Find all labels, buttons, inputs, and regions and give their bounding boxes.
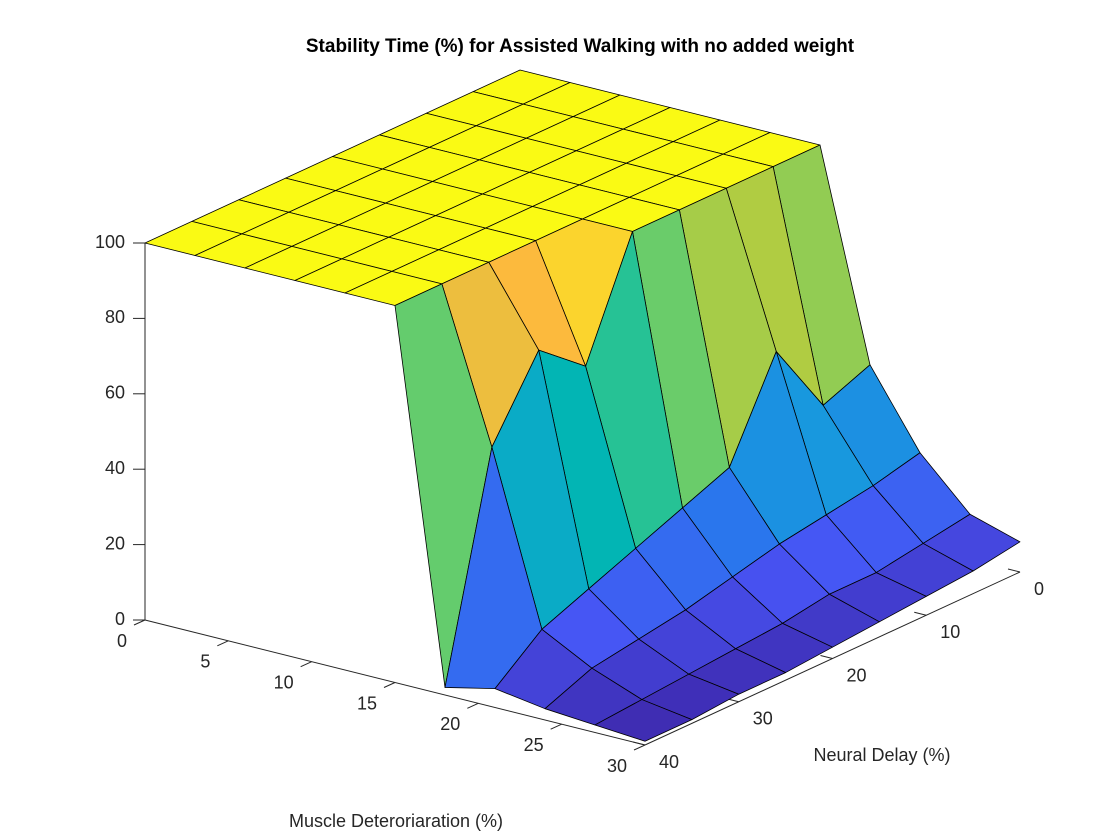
x-tick bbox=[133, 619, 146, 626]
x-tick bbox=[217, 640, 229, 647]
z-tick-label: 60 bbox=[105, 383, 125, 403]
x-tick-label: 15 bbox=[357, 693, 377, 713]
x-axis-label: Muscle Deteroriaration (%) bbox=[289, 811, 503, 831]
y-tick-label: 30 bbox=[753, 709, 773, 729]
x-tick-label: 10 bbox=[274, 672, 294, 692]
y-tick-label: 10 bbox=[940, 622, 960, 642]
z-tick-label: 80 bbox=[105, 307, 125, 327]
x-tick-label: 5 bbox=[200, 652, 210, 672]
x-tick-label: 25 bbox=[524, 735, 544, 755]
y-tick-label: 0 bbox=[1034, 579, 1044, 599]
x-tick-label: 20 bbox=[440, 714, 460, 734]
x-tick bbox=[550, 723, 562, 730]
x-tick bbox=[383, 682, 396, 688]
y-tick bbox=[914, 611, 927, 616]
surface-facet bbox=[594, 699, 693, 742]
y-axis-label: Neural Delay (%) bbox=[813, 745, 950, 765]
x-tick-label: 30 bbox=[607, 756, 627, 776]
z-tick-label: 100 bbox=[95, 232, 125, 252]
x-tick bbox=[300, 661, 312, 668]
y-tick-label: 40 bbox=[659, 752, 679, 772]
z-tick-label: 20 bbox=[105, 533, 125, 553]
z-tick-label: 40 bbox=[105, 458, 125, 478]
y-tick bbox=[632, 741, 646, 746]
x-tick bbox=[633, 744, 646, 751]
x-tick-label: 0 bbox=[117, 631, 127, 651]
x-tick bbox=[467, 702, 479, 709]
y-tick bbox=[1007, 568, 1021, 573]
chart-title: Stability Time (%) for Assisted Walking … bbox=[306, 36, 855, 57]
z-tick-label: 0 bbox=[115, 609, 125, 629]
y-tick bbox=[820, 655, 833, 659]
y-tick-label: 20 bbox=[847, 665, 867, 685]
